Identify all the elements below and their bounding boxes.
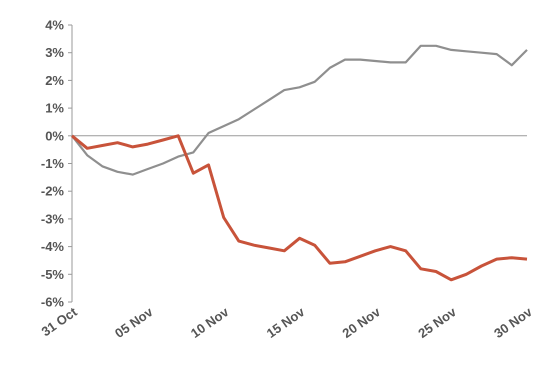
x-tick-label: 20 Nov (340, 304, 384, 341)
x-tick-label: 05 Nov (112, 304, 156, 341)
y-tick-label: -1% (41, 156, 65, 171)
x-tick-label: 10 Nov (188, 304, 232, 341)
y-tick-label: 2% (45, 73, 64, 88)
y-tick-label: 0% (45, 128, 64, 143)
y-tick-label: -3% (41, 211, 65, 226)
y-tick-label: 1% (45, 101, 64, 116)
y-tick-label: -2% (41, 184, 65, 199)
series-line-1 (71, 44, 528, 176)
x-axis: 31 Oct 05 Nov 10 Nov 15 Nov 20 Nov 25 Nov 30 N… (39, 135, 533, 341)
y-tick-label: 4% (45, 18, 64, 33)
y-tick-label: -6% (41, 295, 65, 310)
y-tick-label: -5% (41, 267, 65, 282)
x-tick-label: 15 Nov (264, 304, 308, 341)
x-tick-label: 30 Nov (491, 304, 533, 341)
y-tick-label: -4% (41, 239, 65, 254)
series-lines (71, 44, 528, 282)
series-line-2 (71, 134, 528, 282)
y-tick-label: 3% (45, 45, 64, 60)
y-axis: 4% 3% 2% 1% 0% -1% -2% -3% -4% -5% -6% (41, 18, 73, 310)
x-tick-label: 25 Nov (415, 304, 459, 341)
